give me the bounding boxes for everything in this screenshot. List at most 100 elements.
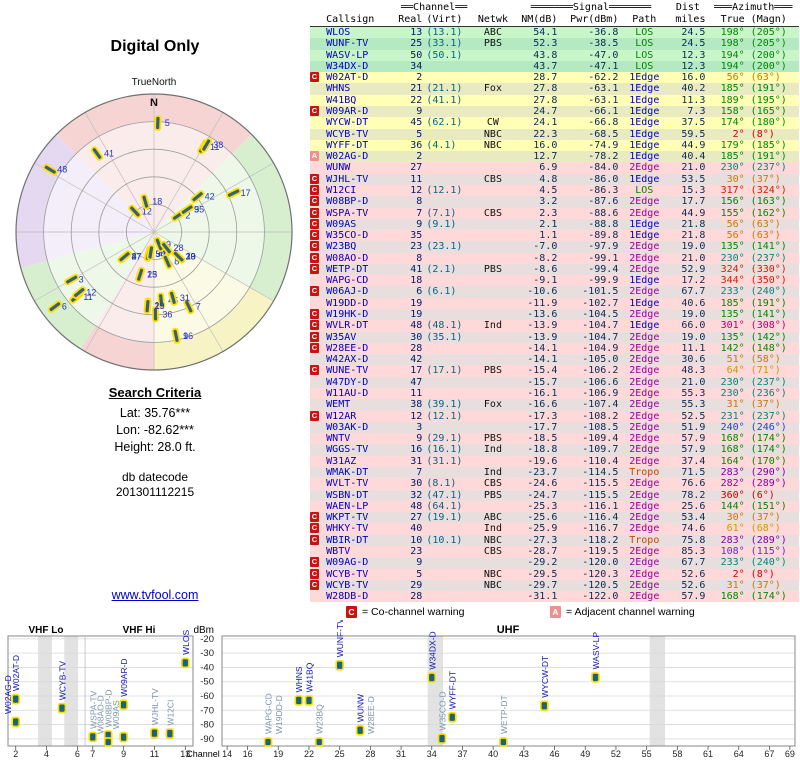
azimuth-true: 185° [720,151,745,163]
callsign-link[interactable]: W02AG-D [326,151,369,163]
callsign-link[interactable]: W09AG-D [326,557,369,569]
callsign-link[interactable]: WYFF-DT [326,139,369,151]
callsign-link[interactable]: WCYB-TV [326,568,369,580]
signal-bar [437,733,447,744]
callsign-link[interactable]: W28DB-D [326,591,369,603]
station-marker-channel: 18 [152,197,162,207]
callsign-link[interactable]: W02AT-D [326,72,369,84]
noise-margin: 43.7 [533,60,558,72]
callsign-link[interactable]: W09AR-D [326,105,369,117]
azimuth-magnetic: (237°) [750,252,787,264]
station-marker-channel: 8 [174,257,179,267]
co-channel-warning-badge: C [310,320,319,331]
channel-tick-label: 58 [672,749,682,759]
callsign-link[interactable]: WAPG-CD [326,275,369,287]
channel-virtual [424,557,472,568]
callsign-link[interactable]: W11AU-D [326,388,369,399]
col-header-miles: miles [668,14,708,27]
callsign-link[interactable]: W42AX-D [326,354,369,366]
station-marker-channel: 11 [210,142,219,152]
col-header-azimuth-true: True [707,14,747,27]
station-marker-channel: 31 [180,293,190,303]
callsign-link[interactable]: WVLT-TV [326,478,369,490]
signal-power: -106.6 [582,376,619,388]
azimuth-true: 230° [720,388,745,399]
noise-margin: -14.1 [527,342,558,354]
callsign-link[interactable]: WJHL-TV [326,173,369,185]
callsign-link[interactable]: WSPA-TV [326,207,369,219]
tvfool-link[interactable]: www.tvfool.com [111,588,199,602]
callsign-link[interactable]: WHKY-TV [326,523,369,535]
callsign-link[interactable]: WSBN-DT [326,489,369,501]
signal-path: 2Edge [629,252,660,264]
callsign-link[interactable]: WBIR-DT [326,534,369,546]
callsign-link[interactable]: W03AK-D [326,421,369,433]
callsign-link[interactable]: W12AR [326,410,357,422]
callsign-link[interactable]: W19DD-D [326,297,369,309]
signal-path: Tropo [629,466,660,478]
signal-path: 2Edge [629,399,660,411]
signal-bar [165,728,175,739]
callsign-link[interactable]: WCYB-TV [326,128,369,140]
callsign-link[interactable]: W34DX-D [326,60,369,72]
callsign-link[interactable]: WLOS [326,27,351,38]
callsign-link[interactable]: WVLR-DT [326,320,369,332]
channel-real: 5 [416,568,423,580]
azimuth-true: 30° [726,512,745,524]
channel-virtual [424,591,472,602]
callsign-link[interactable]: W28EE-D [326,342,369,354]
signal-path: LOS [635,60,654,72]
callsign-link[interactable]: W35CO-D [326,230,369,242]
dbm-tick-label: -90 [200,734,214,745]
callsign-link[interactable]: WETP-DT [326,263,369,275]
callsign-link[interactable]: WYCW-DT [326,117,369,129]
callsign-link[interactable]: WCYB-TV [326,579,369,591]
callsign-link[interactable]: WEMT [326,399,351,411]
noise-margin: 2.3 [539,207,558,219]
callsign-link[interactable]: W41BQ [326,94,357,106]
noise-margin: -31.1 [527,591,558,603]
callsign-link[interactable]: W47DY-D [326,376,369,388]
signal-power: -106.9 [582,388,619,399]
azimuth-true: 2° [732,128,745,140]
warning-cell [310,388,324,399]
callsign-link[interactable]: WHNS [326,83,351,95]
callsign-link[interactable]: W08AO-D [326,252,369,264]
callsign-link[interactable]: WUNE-TV [326,365,369,377]
warning-cell: C [310,207,324,219]
callsign-link[interactable]: W06AJ-D [326,286,369,298]
signal-path: 1Edge [629,94,660,106]
callsign-link[interactable]: WAEN-LP [326,500,369,512]
azimuth-true: 158° [720,105,745,117]
callsign-link[interactable]: WBTV [326,545,351,557]
co-channel-warning-badge: C [310,173,319,184]
channel-tick-label: 4 [44,749,49,759]
callsign-link[interactable]: WGGS-TV [326,444,369,456]
signal-power: -63.1 [588,83,619,95]
dbm-tick-label: -50 [200,677,214,688]
warning-cell: C [310,105,324,117]
channel-real: 12 [410,410,423,422]
station-marker-channel: 25 [147,270,157,280]
network [472,61,513,72]
callsign-link[interactable]: W09AS [326,218,357,230]
callsign-link[interactable]: WUNF-TV [326,38,369,50]
callsign-link[interactable]: W23BQ [326,241,357,253]
callsign-link[interactable]: W08BP-D [326,196,369,208]
callsign-link[interactable]: WUNW [326,162,351,174]
callsign-link[interactable]: W12CI [326,184,357,196]
table-row: C W08AO-D 8 -8.2 -99.1 2Edge 21.0 230° (237°) [310,252,799,264]
callsign-link[interactable]: W19HK-D [326,309,369,321]
network [472,72,513,83]
callsign-link[interactable]: WNTV [326,433,351,445]
callsign-link[interactable]: WASV-LP [326,49,369,61]
callsign-link[interactable]: W35AV [326,331,357,343]
callsign-link[interactable]: WKPT-TV [326,512,369,524]
callsign-link[interactable]: W31AZ [326,455,357,467]
signal-strength-chart: 2 4 6 7 9 11 13 14 16 19 22 25 28 31 34 37 40 43 46 49 52 55 5… [3,620,796,759]
signal-power: -68.5 [588,128,619,140]
callsign-link[interactable]: WMAK-DT [326,466,369,478]
station-label: WJHL-TV [150,688,160,725]
compass-mode-label: TrueNorth [132,77,177,88]
signal-path: Tropo [629,534,660,546]
